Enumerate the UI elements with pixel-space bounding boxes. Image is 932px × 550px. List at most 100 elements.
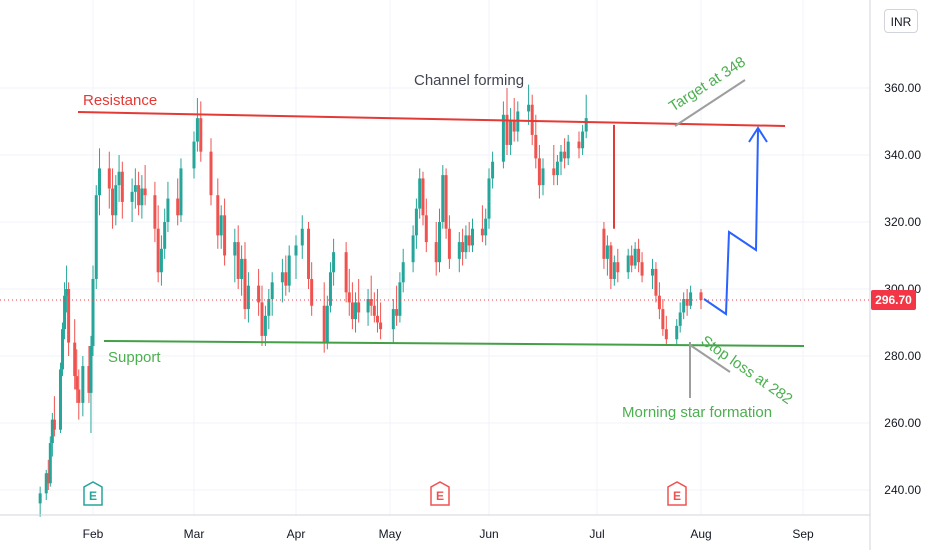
candle-body (199, 118, 203, 152)
candle-body (280, 272, 284, 283)
earnings-badge-label: E (673, 489, 681, 503)
candle-body (418, 178, 422, 209)
channel-label: Channel forming (414, 72, 524, 89)
candle-body (650, 268, 654, 276)
earnings-badge-label: E (89, 489, 97, 503)
candle-body (447, 228, 451, 259)
candle-body (350, 302, 354, 320)
candle-body (236, 242, 240, 279)
earnings-marker[interactable]: E (430, 481, 450, 506)
candle-body (369, 299, 373, 306)
candle-body (512, 121, 516, 132)
candle-body (287, 255, 291, 286)
candle-body (391, 309, 395, 330)
candle-body (424, 215, 428, 243)
candle-body (67, 289, 71, 343)
candle-body (675, 325, 679, 340)
candle-body (300, 228, 304, 246)
y-tick-label: 280.00 (884, 349, 921, 363)
candle-body (179, 168, 183, 216)
candle-body (678, 312, 682, 326)
candle-body (637, 248, 641, 263)
candle-body (664, 329, 668, 340)
candle-body (657, 295, 661, 310)
earnings-marker[interactable]: E (83, 481, 103, 506)
candle-body (366, 299, 370, 313)
target-label: Target at 348 (666, 53, 749, 115)
resistance-label: Resistance (83, 92, 157, 109)
candle-body (263, 315, 267, 336)
candle-body (471, 228, 474, 246)
candle-body (487, 178, 491, 202)
candle-body (111, 188, 115, 216)
currency-selector[interactable]: INR (884, 9, 918, 33)
candle-body (46, 473, 50, 484)
earnings-marker[interactable]: E (667, 481, 687, 506)
x-tick-label: May (379, 527, 402, 541)
candle-body (491, 161, 495, 179)
candle-body (91, 278, 95, 346)
candle-body (395, 309, 399, 316)
candle-body (633, 248, 637, 266)
candle-body (209, 151, 213, 196)
candle-body (89, 345, 93, 393)
candle-body (294, 245, 298, 256)
candle-body (464, 235, 468, 253)
x-tick-label: Feb (83, 527, 104, 541)
candle-body (344, 252, 348, 293)
y-tick-label: 360.00 (884, 81, 921, 95)
candle-body (219, 215, 223, 236)
candle-body (602, 228, 606, 259)
candle-body (166, 198, 170, 222)
x-tick-label: Jul (589, 527, 604, 541)
candle-body (240, 258, 244, 279)
candle-body (609, 245, 613, 279)
candle-body (328, 272, 332, 306)
candle-body (120, 171, 124, 202)
candle-body (530, 104, 534, 135)
y-tick-label: 240.00 (884, 483, 921, 497)
candle-body (444, 175, 448, 229)
x-tick-label: Jun (479, 527, 498, 541)
candle-body (233, 242, 237, 256)
candle-body (480, 228, 484, 236)
candle-body (223, 215, 227, 256)
candle-body (267, 299, 271, 316)
candle-body (137, 185, 141, 206)
candle-body (159, 248, 163, 273)
candle-body (581, 131, 585, 149)
candle-body (107, 168, 111, 189)
candle-body (63, 295, 67, 330)
candle-body (682, 299, 686, 313)
candle-body (630, 255, 634, 266)
candle-body (130, 191, 134, 202)
candle-body (484, 218, 488, 236)
candle-body (552, 168, 556, 176)
candle-body (176, 198, 180, 216)
x-tick-label: Aug (690, 527, 711, 541)
candle-body (77, 389, 81, 403)
candle-body (434, 242, 438, 263)
last-price-badge: 296.70 (871, 290, 916, 310)
candle-body (685, 299, 689, 306)
candle-body (243, 258, 247, 310)
candle-body (270, 282, 274, 300)
candle-body (509, 121, 513, 145)
candle-body (140, 188, 144, 206)
candle-body (467, 235, 471, 246)
candle-body (216, 195, 220, 236)
x-tick-label: Mar (184, 527, 205, 541)
candle-body (501, 114, 505, 162)
candle-body (537, 158, 541, 186)
candle-body (398, 282, 402, 316)
candle-body (375, 315, 379, 323)
candle-body (61, 329, 65, 370)
candle-body (689, 292, 693, 306)
candle-body (411, 235, 415, 263)
candle-body (421, 178, 425, 216)
candle-body (156, 228, 160, 273)
candle-body (260, 302, 264, 336)
projection-arrowhead (748, 126, 768, 143)
candle-body (566, 141, 570, 159)
